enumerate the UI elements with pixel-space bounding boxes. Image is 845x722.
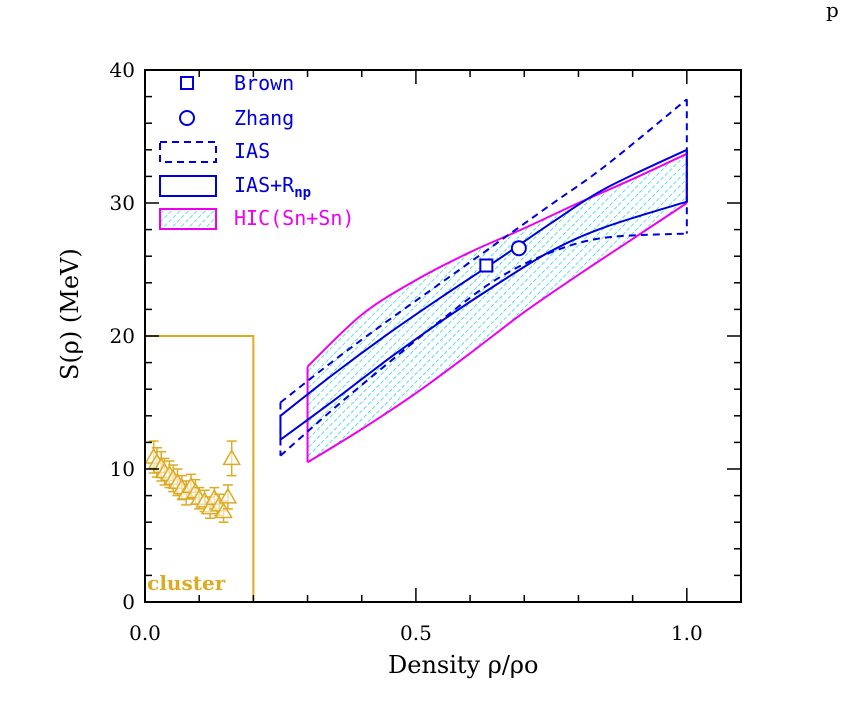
cluster-point [222, 448, 241, 466]
legend-label: Brown [234, 71, 294, 95]
x-tick-label: 1.0 [671, 621, 703, 645]
legend-label: HIC(Sn+Sn) [234, 206, 354, 230]
ias-band-upper [279, 98, 688, 404]
x-axis-title: Density ρ/ρo [388, 651, 538, 679]
x-tick-label: 0.5 [400, 621, 432, 645]
zhang-point [510, 240, 527, 257]
ias-rnp-band-upper [279, 148, 688, 417]
x-axis-title-text: Density ρ/ρo [388, 651, 538, 679]
legend-ias-rnp-swatch [159, 175, 217, 197]
legend: Brown Zhang IAS IAS+Rnp HIC(Sn+Sn) [159, 71, 354, 230]
hic-lower-edge [307, 202, 688, 464]
brown-point [479, 258, 494, 273]
legend-label-subscript: np [294, 185, 311, 201]
legend-item: Zhang [179, 106, 294, 130]
cluster-region [145, 335, 255, 602]
legend-circle-marker [179, 110, 195, 126]
legend-label: Zhang [234, 106, 294, 130]
cluster-point [214, 502, 233, 519]
y-tick-label: 40 [110, 58, 135, 82]
page-number: p [826, 0, 839, 22]
ias-band-lower [279, 232, 687, 457]
cluster-label: cluster [147, 571, 226, 595]
legend-ias-swatch [159, 141, 217, 163]
cluster-point [218, 487, 238, 504]
legend-hic-swatch [159, 208, 217, 230]
legend-label: IAS [234, 139, 270, 163]
ias-rnp-band-lower [279, 200, 688, 441]
hic-band-fill [307, 153, 687, 463]
x-tick-label: 0.0 [129, 621, 161, 645]
legend-item: Brown [180, 71, 294, 95]
legend-square-marker [180, 76, 194, 90]
legend-item: IAS+Rnp [159, 173, 311, 201]
y-tick-label: 30 [110, 191, 135, 215]
y-axis-title: S(ρ) (MeV) [56, 248, 84, 380]
y-tick-label: 20 [110, 324, 135, 348]
y-tick-label: 10 [110, 457, 135, 481]
y-tick-label: 0 [122, 590, 135, 614]
hic-upper-edge [306, 152, 688, 368]
legend-item: IAS [159, 139, 270, 163]
legend-label: IAS+Rnp [234, 173, 311, 201]
legend-item: HIC(Sn+Sn) [159, 206, 354, 230]
